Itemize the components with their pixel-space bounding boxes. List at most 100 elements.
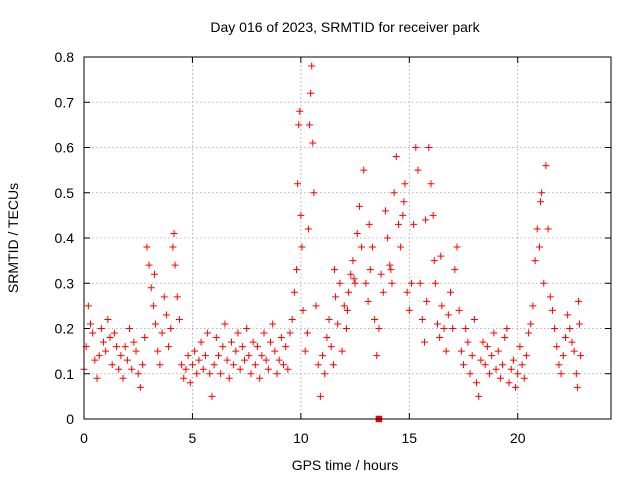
- data-point: [147, 284, 155, 292]
- data-point: [568, 338, 576, 346]
- data-point: [574, 297, 582, 305]
- data-point: [457, 347, 465, 355]
- data-point: [180, 374, 188, 382]
- y-tick-label: 0.8: [55, 49, 75, 65]
- data-point: [130, 338, 138, 346]
- data-point: [576, 320, 584, 328]
- data-point: [307, 89, 315, 97]
- data-point: [330, 266, 338, 274]
- data-point: [128, 365, 136, 373]
- data-point: [154, 347, 162, 355]
- data-point: [342, 325, 350, 332]
- data-point: [366, 266, 374, 274]
- data-point: [540, 279, 548, 287]
- y-tick-label: 0.5: [55, 185, 75, 201]
- data-point: [501, 334, 509, 342]
- data-point: [217, 370, 225, 378]
- data-point: [308, 62, 316, 70]
- data-point: [405, 306, 413, 314]
- data-point: [373, 352, 381, 360]
- data-point: [286, 329, 294, 337]
- data-point: [440, 325, 448, 332]
- data-point: [321, 370, 329, 378]
- data-point: [282, 343, 290, 351]
- data-point: [126, 325, 134, 332]
- data-point: [334, 320, 342, 328]
- data-point: [193, 370, 201, 378]
- data-point: [297, 211, 305, 219]
- x-tick-label: 20: [510, 430, 526, 446]
- y-tick-label: 0.3: [55, 275, 75, 291]
- data-point: [167, 325, 175, 332]
- data-point: [468, 352, 476, 360]
- data-point: [260, 329, 268, 337]
- data-point: [365, 220, 373, 228]
- data-point: [566, 325, 574, 332]
- data-point: [494, 347, 502, 355]
- y-axis-label: SRMTID / TECUs: [5, 183, 21, 293]
- data-point: [262, 356, 270, 364]
- data-point: [309, 139, 317, 147]
- data-point: [377, 270, 385, 278]
- data-point: [422, 216, 430, 224]
- data-point: [514, 370, 522, 378]
- data-point: [394, 220, 402, 228]
- data-point: [132, 347, 140, 355]
- data-point: [449, 325, 457, 332]
- data-point: [136, 383, 144, 391]
- data-point: [332, 293, 340, 301]
- data-point: [156, 361, 164, 369]
- y-tick-label: 0: [66, 411, 74, 427]
- data-point: [173, 293, 181, 301]
- data-point: [559, 352, 567, 360]
- data-point: [553, 343, 561, 351]
- chart-title: Day 016 of 2023, SRMTID for receiver par…: [210, 19, 480, 35]
- data-point: [197, 338, 205, 346]
- data-point: [236, 365, 244, 373]
- data-point: [162, 311, 170, 319]
- data-point: [345, 288, 353, 296]
- data-point: [507, 365, 515, 373]
- data-point: [115, 365, 123, 373]
- data-point: [93, 374, 101, 382]
- data-point: [104, 315, 112, 323]
- data-point: [492, 365, 500, 373]
- data-point: [473, 379, 481, 387]
- data-point: [149, 302, 157, 310]
- data-point: [230, 361, 238, 369]
- data-point: [561, 334, 569, 342]
- data-point: [462, 325, 470, 332]
- data-point: [113, 343, 121, 351]
- data-point: [84, 302, 92, 310]
- data-point: [371, 315, 379, 323]
- data-point: [141, 334, 149, 342]
- data-point: [210, 361, 218, 369]
- data-point: [438, 302, 446, 310]
- data-point: [139, 361, 147, 369]
- data-point: [267, 338, 275, 346]
- data-point: [388, 279, 396, 287]
- data-point: [247, 370, 255, 378]
- data-point: [481, 361, 489, 369]
- data-point: [387, 266, 395, 274]
- data-point: [325, 315, 333, 323]
- data-point: [509, 356, 517, 364]
- data-point: [225, 374, 233, 382]
- data-point: [214, 352, 222, 360]
- data-point: [294, 180, 302, 188]
- data-point: [533, 225, 541, 233]
- data-point: [401, 180, 409, 188]
- data-point: [195, 356, 203, 364]
- data-point: [436, 334, 444, 342]
- data-point: [245, 352, 253, 360]
- data-point: [525, 329, 533, 337]
- data-point: [442, 347, 450, 355]
- data-point: [360, 166, 368, 174]
- data-point: [158, 329, 166, 337]
- data-point: [475, 392, 483, 400]
- data-point: [170, 229, 178, 237]
- x-tick-label: 15: [402, 430, 418, 446]
- data-point: [470, 315, 478, 323]
- data-point: [234, 329, 242, 337]
